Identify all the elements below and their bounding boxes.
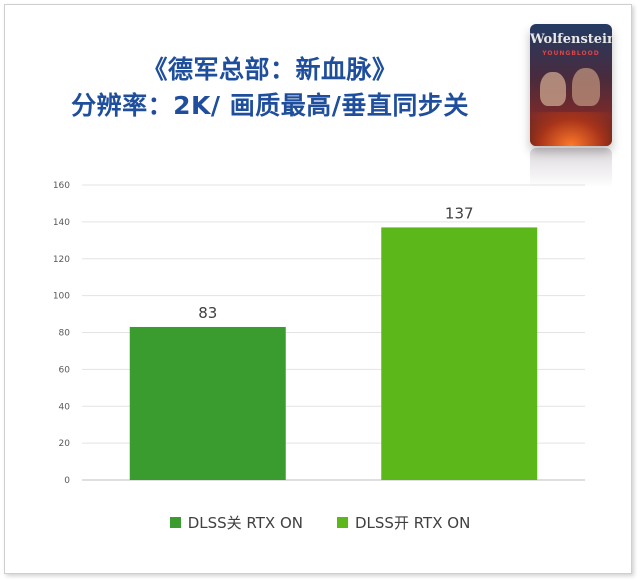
y-tick-label: 20: [59, 439, 71, 449]
legend-swatch-1: [169, 517, 181, 528]
legend-swatch-2: [337, 517, 348, 528]
legend-label: DLSS关 RTX ON: [187, 514, 303, 532]
chart-legend: DLSS关 RTX ON DLSS开 RTX ON: [0, 512, 640, 533]
legend-item: DLSS关 RTX ON: [169, 512, 303, 533]
y-tick-label: 140: [53, 218, 70, 228]
y-tick-label: 60: [59, 365, 71, 375]
cover-subtitle: YOUNGBLOOD: [542, 50, 600, 57]
y-tick-label: 120: [53, 255, 70, 265]
cover-logo: Wolfenstein: [530, 32, 612, 47]
bar-value-label: 137: [445, 204, 474, 222]
y-tick-label: 100: [53, 292, 70, 302]
legend-item: DLSS开 RTX ON: [337, 512, 470, 533]
cover-figure: [572, 68, 600, 106]
y-tick-label: 160: [53, 181, 70, 191]
bar-2: [381, 227, 538, 480]
legend-label: DLSS开 RTX ON: [355, 514, 471, 532]
chart-title-line2: 分辨率：2K/ 画质最高/垂直同步关: [71, 91, 469, 120]
y-tick-label: 40: [59, 402, 71, 412]
chart-title-line1: 《德军总部：新血脉》: [142, 55, 398, 84]
cover-fire: [530, 112, 612, 146]
game-cover-image: Wolfenstein YOUNGBLOOD: [530, 24, 612, 146]
bar-value-label: 83: [198, 304, 217, 322]
y-tick-label: 80: [59, 329, 71, 339]
bar-1: [129, 326, 286, 480]
cover-figure: [540, 72, 566, 106]
cover-reflection: [530, 148, 612, 188]
y-tick-label: 0: [64, 476, 70, 486]
